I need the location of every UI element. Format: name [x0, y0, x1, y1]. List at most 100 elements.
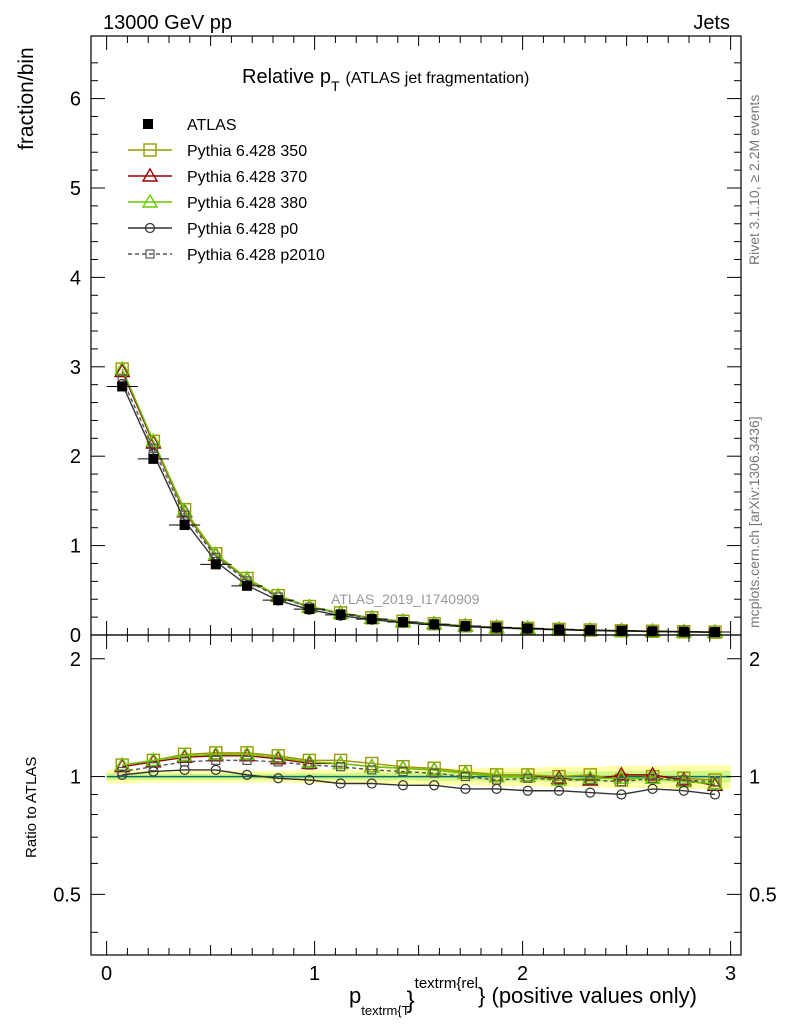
x-tick-label: 3 — [725, 963, 736, 985]
legend-entry-pythia-6-428-350: Pythia 6.428 350 — [128, 143, 307, 160]
chart-title-main: Relative p — [242, 66, 331, 88]
main-y-tick-label: 3 — [70, 357, 81, 379]
series-point-ratio-pythia-6-428-p0 — [304, 774, 315, 786]
series-point-ratio-pythia-6-428-p2010 — [367, 765, 377, 775]
legend-entry-atlas: ATLAS — [143, 117, 237, 134]
series-point-ratio-pythia-6-428-p0 — [397, 780, 409, 791]
series-point-ratio-pythia-6-428-p0 — [366, 778, 377, 789]
series-point-main-pythia-6-428-380 — [113, 360, 131, 375]
legend-marker-pythia-6-428-p0 — [144, 222, 156, 234]
ratio-y-tick-label: 0.5 — [53, 884, 81, 906]
series-line-ratio-pythia-6-428-p0 — [122, 769, 716, 796]
series-point-ratio-pythia-6-428-350 — [583, 768, 597, 782]
mcplots-label: mcplots.cern.ch [arXiv:1306.3436] — [746, 416, 762, 628]
series-point-ratio-pythia-6-428-380 — [207, 745, 225, 760]
category-label: Jets — [693, 12, 730, 34]
main-y-tick-label: 0 — [70, 625, 81, 647]
legend-entry-pythia-6-428-p2010: Pythia 6.428 p2010 — [128, 247, 325, 264]
series-point-ratio-pythia-6-428-p2010 — [242, 755, 252, 765]
series-point-ratio-pythia-6-428-p2010 — [679, 775, 689, 785]
series-point-ratio-pythia-6-428-p2010 — [336, 762, 346, 772]
series-line-ratio-pythia-6-428-380 — [122, 753, 716, 785]
series-point-ratio-pythia-6-428-370 — [613, 766, 630, 781]
legend-entry-pythia-6-428-370: Pythia 6.428 370 — [128, 167, 307, 186]
series-point-ratio-pythia-6-428-p2010 — [148, 762, 158, 772]
main-y-tick-label: 6 — [70, 89, 81, 111]
legend-label-atlas: ATLAS — [187, 117, 237, 134]
series-point-ratio-pythia-6-428-p0 — [678, 785, 689, 796]
series-point-ratio-pythia-6-428-p0 — [647, 783, 658, 795]
legend-entry-pythia-6-428-380: Pythia 6.428 380 — [128, 193, 307, 212]
series-point-ratio-pythia-6-428-p2010 — [117, 766, 127, 777]
legend-marker-pythia-6-428-p2010 — [145, 249, 155, 259]
ratio-y-tick-label-right: 2 — [749, 649, 760, 671]
series-point-ratio-pythia-6-428-p2010 — [492, 775, 502, 785]
main-y-tick-label: 2 — [70, 446, 81, 468]
ratio-y-tick-label: 1 — [70, 767, 81, 789]
series-point-main-pythia-6-428-380 — [145, 432, 162, 447]
series-point-ratio-pythia-6-428-p0 — [522, 785, 533, 796]
series-point-ratio-pythia-6-428-p0 — [241, 769, 253, 780]
series-point-ratio-pythia-6-428-p2010 — [273, 757, 283, 767]
series-point-ratio-pythia-6-428-p2010 — [429, 768, 439, 778]
series-point-ratio-pythia-6-428-p2010 — [180, 757, 190, 767]
series-point-ratio-pythia-6-428-p0 — [273, 773, 284, 784]
legend-label-pythia-6-428-p2010: Pythia 6.428 p2010 — [187, 247, 325, 264]
ratio-y-tick-label-right: 0.5 — [749, 884, 777, 906]
rivet-label: Rivet 3.1.10, ≥ 2.2M events — [746, 95, 762, 265]
series-point-ratio-pythia-6-428-p2010 — [585, 775, 595, 785]
x-axis-label-tail: } (positive values only) — [478, 983, 697, 1008]
legend-marker-pythia-6-428-350 — [143, 143, 157, 157]
series-point-ratio-pythia-6-428-p2010 — [647, 773, 658, 783]
series-point-main-pythia-6-428-p2010 — [148, 443, 158, 453]
energy-label: 13000 GeV pp — [103, 12, 232, 34]
legend-marker-pythia-6-428-380 — [141, 193, 159, 208]
main-y-tick-label: 5 — [70, 178, 81, 200]
series-point-main-pythia-6-428-370 — [113, 363, 131, 378]
series-point-ratio-pythia-6-428-p0 — [335, 778, 346, 789]
series-point-ratio-pythia-6-428-p2010 — [398, 766, 408, 777]
x-axis-label-sup: textrm{rel — [415, 975, 478, 992]
series-point-ratio-pythia-6-428-p0 — [616, 789, 627, 800]
legend-marker-pythia-6-428-370 — [141, 167, 159, 182]
x-tick-label: 0 — [101, 963, 112, 985]
series-point-ratio-pythia-6-428-p0 — [553, 785, 565, 796]
series-point-ratio-pythia-6-428-350 — [365, 756, 379, 771]
series-point-ratio-pythia-6-428-370 — [113, 758, 131, 773]
main-y-tick-label: 4 — [70, 267, 81, 289]
x-axis-label: ptextrm{T}textrm{rel} (positive values o… — [349, 975, 697, 1018]
series-point-main-pythia-6-428-370 — [145, 434, 162, 449]
chart-title: Relative pT (ATLAS jet fragmentation) — [242, 66, 529, 94]
ratio-y-axis-label: Ratio to ATLAS — [23, 757, 40, 858]
analysis-watermark: ATLAS_2019_I1740909 — [331, 591, 480, 607]
series-point-ratio-pythia-6-428-380 — [145, 751, 162, 767]
series-line-ratio-pythia-6-428-p2010 — [122, 759, 716, 783]
legend-label-pythia-6-428-350: Pythia 6.428 350 — [187, 143, 307, 160]
legend-label-pythia-6-428-p0: Pythia 6.428 p0 — [187, 221, 298, 238]
legend-label-pythia-6-428-370: Pythia 6.428 370 — [187, 169, 307, 186]
series-point-ratio-pythia-6-428-p0 — [210, 764, 221, 775]
series-point-main-pythia-6-428-p2010 — [180, 510, 190, 520]
series-point-ratio-pythia-6-428-380 — [176, 747, 193, 762]
series-point-ratio-pythia-6-428-p2010 — [710, 777, 720, 787]
legend-entry-pythia-6-428-p0: Pythia 6.428 p0 — [128, 221, 298, 238]
legend-marker-atlas — [143, 119, 153, 129]
main-y-tick-label: 1 — [70, 536, 81, 558]
x-axis-label-sub: textrm{T — [361, 1003, 409, 1018]
series-point-ratio-pythia-6-428-p0 — [460, 783, 471, 795]
series-point-ratio-pythia-6-428-p0 — [585, 787, 596, 798]
x-tick-label: 1 — [309, 963, 320, 985]
series-point-ratio-pythia-6-428-p2010 — [554, 775, 564, 785]
series-point-ratio-pythia-6-428-p2010 — [304, 760, 314, 770]
x-axis-brace: } — [407, 987, 415, 1014]
series-point-ratio-pythia-6-428-380 — [238, 745, 256, 760]
x-tick-label: 2 — [517, 963, 528, 985]
ratio-y-tick-label: 2 — [70, 649, 81, 671]
x-axis-label-main: p — [349, 983, 361, 1008]
series-point-ratio-pythia-6-428-p2010 — [616, 777, 627, 787]
series-point-ratio-pythia-6-428-p2010 — [460, 771, 470, 782]
chart-title-extra: (ATLAS jet fragmentation) — [346, 70, 530, 87]
ratio-y-tick-label-right: 1 — [749, 767, 760, 789]
chart-title-sub: T — [331, 78, 340, 94]
